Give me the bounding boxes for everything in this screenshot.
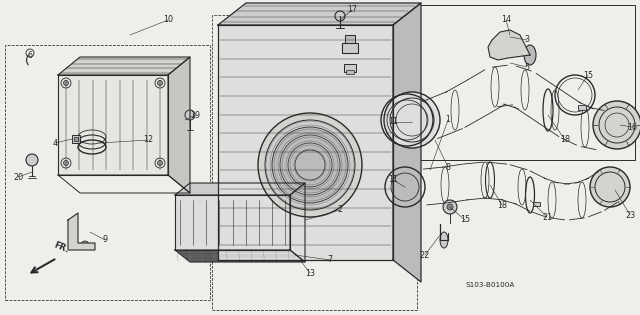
- Text: 12: 12: [143, 135, 153, 145]
- Bar: [345, 35, 355, 43]
- Circle shape: [185, 110, 195, 120]
- Circle shape: [272, 127, 348, 203]
- Polygon shape: [168, 57, 190, 193]
- Bar: [5, 45, 210, 300]
- Circle shape: [63, 161, 68, 165]
- Bar: [342, 43, 358, 53]
- Text: 21: 21: [542, 213, 552, 221]
- Text: 11: 11: [388, 117, 398, 127]
- Bar: [72, 135, 80, 143]
- Polygon shape: [175, 183, 305, 195]
- Bar: [578, 105, 586, 110]
- Text: 5: 5: [524, 62, 529, 72]
- Circle shape: [443, 200, 457, 214]
- Text: 1: 1: [445, 116, 451, 124]
- Polygon shape: [218, 3, 421, 25]
- Circle shape: [69, 221, 77, 229]
- Text: 19: 19: [190, 111, 200, 119]
- Bar: [212, 15, 417, 310]
- Text: 13: 13: [305, 268, 315, 278]
- Polygon shape: [58, 57, 190, 75]
- Circle shape: [335, 11, 345, 21]
- Text: 18: 18: [497, 201, 507, 209]
- Polygon shape: [218, 25, 393, 260]
- Bar: [346, 70, 354, 74]
- Text: 2: 2: [337, 205, 342, 215]
- Text: S103-B0100A: S103-B0100A: [465, 282, 515, 288]
- Text: 6: 6: [28, 50, 33, 60]
- Polygon shape: [488, 30, 530, 60]
- Text: 11: 11: [388, 175, 398, 185]
- Text: 15: 15: [583, 71, 593, 79]
- Polygon shape: [68, 213, 95, 250]
- Circle shape: [157, 81, 163, 85]
- Circle shape: [384, 92, 440, 148]
- Polygon shape: [175, 250, 305, 262]
- Polygon shape: [175, 195, 290, 250]
- Text: 4: 4: [52, 139, 58, 147]
- Polygon shape: [290, 183, 305, 262]
- Bar: [74, 137, 78, 141]
- Text: 23: 23: [625, 210, 635, 220]
- Text: 22: 22: [420, 250, 430, 260]
- Circle shape: [593, 101, 640, 149]
- Circle shape: [157, 161, 163, 165]
- Text: 20: 20: [13, 173, 23, 181]
- Circle shape: [265, 120, 355, 210]
- Polygon shape: [58, 75, 168, 175]
- Text: 15: 15: [460, 215, 470, 225]
- Text: 9: 9: [102, 236, 108, 244]
- Text: 18: 18: [560, 135, 570, 145]
- Bar: [385, 5, 635, 160]
- Text: 16: 16: [627, 123, 637, 131]
- Text: 17: 17: [347, 5, 357, 14]
- Text: 14: 14: [501, 15, 511, 25]
- Bar: [344, 64, 356, 72]
- Text: 3: 3: [525, 36, 529, 44]
- Polygon shape: [393, 3, 421, 282]
- Circle shape: [81, 241, 89, 249]
- Ellipse shape: [440, 232, 448, 248]
- Text: FR.: FR.: [53, 241, 71, 255]
- Ellipse shape: [524, 45, 536, 65]
- Circle shape: [590, 167, 630, 207]
- Circle shape: [447, 204, 453, 210]
- Text: 8: 8: [445, 163, 451, 171]
- Circle shape: [63, 81, 68, 85]
- Circle shape: [26, 154, 38, 166]
- Bar: [533, 202, 540, 206]
- Circle shape: [258, 113, 362, 217]
- Text: 10: 10: [163, 15, 173, 25]
- Polygon shape: [58, 175, 190, 193]
- Text: 7: 7: [328, 255, 333, 265]
